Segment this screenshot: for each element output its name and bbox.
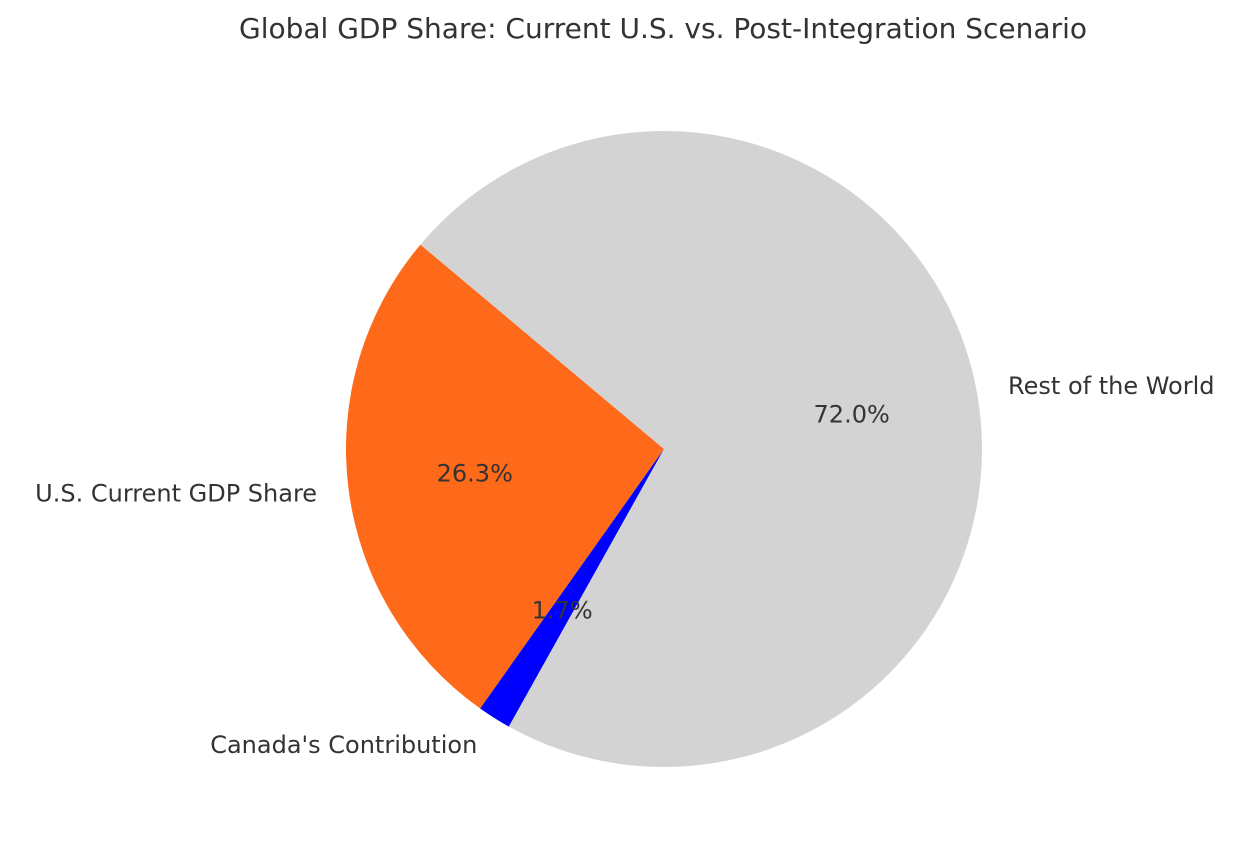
pie-slice-rest-of-the-world [420, 131, 982, 768]
pct-label-rest-of-the-world: 72.0% [814, 401, 890, 429]
slice-label-u-s-current-gdp-share: U.S. Current GDP Share [35, 480, 317, 508]
pie-slice-u-s-current-gdp-share [345, 244, 664, 709]
chart-title: Global GDP Share: Current U.S. vs. Post-… [239, 12, 1087, 45]
slice-label-canada-s-contribution: Canada's Contribution [210, 731, 477, 759]
pie-slice-canada-s-contribution [480, 449, 664, 727]
slice-label-rest-of-the-world: Rest of the World [1008, 372, 1214, 400]
pie-slices [345, 131, 982, 768]
pct-label-canada-s-contribution: 1.7% [532, 596, 593, 624]
pie-labels: 26.3% U.S. Current GDP Share 1.7% Canada's … [35, 372, 1214, 759]
pct-label-u-s-current-gdp-share: 26.3% [437, 459, 513, 487]
